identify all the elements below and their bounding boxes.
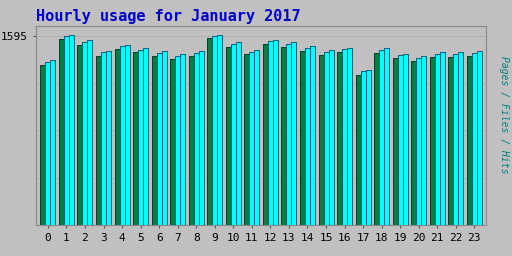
Bar: [379, 50, 384, 225]
Bar: [449, 57, 453, 225]
Bar: [115, 49, 120, 225]
Bar: [318, 55, 324, 225]
Bar: [88, 40, 93, 225]
Bar: [324, 52, 329, 225]
Bar: [212, 36, 217, 225]
Bar: [398, 55, 402, 225]
Bar: [69, 35, 74, 225]
Bar: [40, 65, 46, 225]
Bar: [360, 71, 366, 225]
Bar: [356, 74, 360, 225]
Bar: [207, 38, 212, 225]
Bar: [46, 62, 50, 225]
Bar: [342, 49, 347, 225]
Bar: [421, 56, 426, 225]
Bar: [231, 44, 236, 225]
Bar: [273, 40, 278, 225]
Bar: [286, 44, 291, 225]
Text: Hourly usage for January 2017: Hourly usage for January 2017: [36, 9, 301, 24]
Bar: [402, 54, 408, 225]
Bar: [310, 46, 315, 225]
Bar: [133, 52, 138, 225]
Bar: [300, 51, 305, 225]
Bar: [50, 60, 55, 225]
Bar: [430, 57, 435, 225]
Bar: [244, 54, 249, 225]
Bar: [236, 42, 241, 225]
Bar: [472, 53, 477, 225]
Bar: [366, 70, 371, 225]
Bar: [199, 51, 204, 225]
Bar: [194, 53, 199, 225]
Bar: [175, 56, 180, 225]
Bar: [435, 54, 440, 225]
Bar: [305, 48, 310, 225]
Bar: [374, 53, 379, 225]
Bar: [157, 53, 162, 225]
Bar: [249, 52, 254, 225]
Bar: [59, 39, 64, 225]
Bar: [82, 42, 88, 225]
Bar: [384, 48, 389, 225]
Bar: [411, 61, 416, 225]
Bar: [217, 35, 222, 225]
Bar: [64, 36, 69, 225]
Bar: [226, 47, 231, 225]
Bar: [143, 48, 148, 225]
Bar: [337, 52, 342, 225]
Bar: [189, 56, 194, 225]
Bar: [347, 48, 352, 225]
Bar: [162, 51, 166, 225]
Bar: [477, 51, 482, 225]
Bar: [268, 41, 273, 225]
Bar: [101, 52, 106, 225]
Bar: [152, 56, 157, 225]
Bar: [416, 58, 421, 225]
Bar: [106, 50, 111, 225]
Bar: [467, 56, 472, 225]
Bar: [291, 42, 296, 225]
Bar: [453, 54, 458, 225]
Bar: [329, 50, 333, 225]
Text: Pages / Files / Hits: Pages / Files / Hits: [499, 57, 509, 174]
Bar: [458, 52, 463, 225]
Bar: [96, 56, 101, 225]
Bar: [77, 45, 82, 225]
Bar: [254, 50, 260, 225]
Bar: [124, 45, 130, 225]
Bar: [440, 52, 445, 225]
Bar: [170, 59, 175, 225]
Bar: [263, 44, 268, 225]
Bar: [393, 58, 398, 225]
Bar: [282, 47, 286, 225]
Bar: [138, 50, 143, 225]
Bar: [120, 46, 124, 225]
Bar: [180, 54, 185, 225]
